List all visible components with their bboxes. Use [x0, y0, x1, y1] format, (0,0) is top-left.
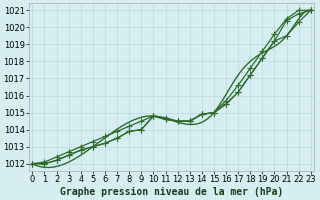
X-axis label: Graphe pression niveau de la mer (hPa): Graphe pression niveau de la mer (hPa) [60, 186, 283, 197]
